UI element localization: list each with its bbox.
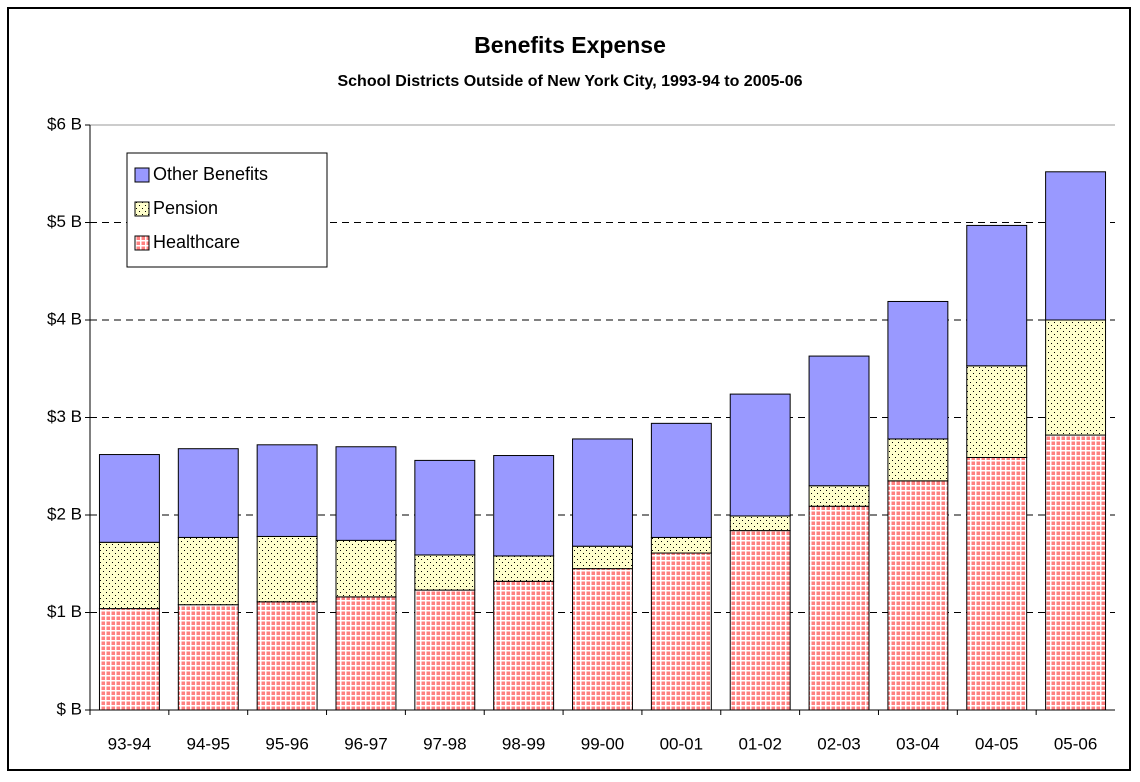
x-tick-label: 93-94 [108,734,151,753]
bar-segment [572,545,633,570]
x-tick-label: 97-98 [423,734,466,753]
bar-segment [177,604,239,711]
bar-segment [256,601,318,711]
bar-segment [808,485,870,507]
bar-segment [966,365,1028,458]
bar-segment [493,455,555,557]
legend-box [126,152,328,268]
bar-segment [414,459,476,556]
y-tick-label: $ B [56,699,82,718]
x-tick-label: 00-01 [660,734,703,753]
bar-segment [256,444,318,537]
bar-segment [414,554,476,591]
bar-segment [493,555,555,582]
x-tick-label: 02-03 [817,734,860,753]
bar-segment [966,456,1028,711]
legend-label: Pension [153,198,218,218]
legend-swatch [134,167,150,183]
bar-segment [1045,434,1107,711]
bar-segment [256,535,318,603]
bar-segment [887,480,949,711]
bar-segment [808,355,870,487]
bar-segment [414,589,476,711]
x-tick-label: 05-06 [1054,734,1097,753]
bar-segment [335,596,397,711]
bar-segment [729,393,791,517]
x-tick-label: 96-97 [344,734,387,753]
bar-segment [98,608,160,711]
legend-label: Other Benefits [153,164,268,184]
x-tick-label: 04-05 [975,734,1018,753]
bar-segment [966,224,1028,367]
bar-segment [177,448,239,538]
bar-segment [808,505,870,711]
x-tick-label: 94-95 [187,734,230,753]
chart-frame [7,7,1131,771]
bar-segment [98,541,160,610]
x-tick-label: 03-04 [896,734,939,753]
bar-segment [177,536,239,606]
legend-swatch [134,235,150,251]
bar-segment [1045,319,1107,436]
chart-subtitle: School Districts Outside of New York Cit… [337,73,802,90]
x-tick-label: 95-96 [265,734,308,753]
bar-segment [650,552,712,711]
x-tick-label: 01-02 [738,734,781,753]
x-tick-label: 98-99 [502,734,545,753]
y-tick-label: $5 B [47,212,82,231]
bar-segment [887,300,949,440]
bar-segment [650,422,712,538]
legend-label: Healthcare [153,232,240,252]
bar-segment [572,438,633,547]
y-tick-label: $6 B [47,114,82,133]
bar-segment [572,568,633,711]
bar-segment [335,446,397,541]
y-tick-label: $3 B [47,407,82,426]
chart-title: Benefits Expense [474,32,666,58]
bar-segment [335,539,397,598]
bar-segment [729,530,791,711]
y-tick-label: $2 B [47,504,82,523]
bar-segment [650,536,712,554]
legend-swatch [134,201,150,217]
bar-segment [1045,171,1107,321]
bar-segment [729,515,791,532]
bar-segment [98,454,160,543]
bar-segment [887,438,949,482]
bar-segment [493,580,555,711]
x-tick-label: 99-00 [581,734,624,753]
y-tick-label: $1 B [47,602,82,621]
y-tick-label: $4 B [47,309,82,328]
